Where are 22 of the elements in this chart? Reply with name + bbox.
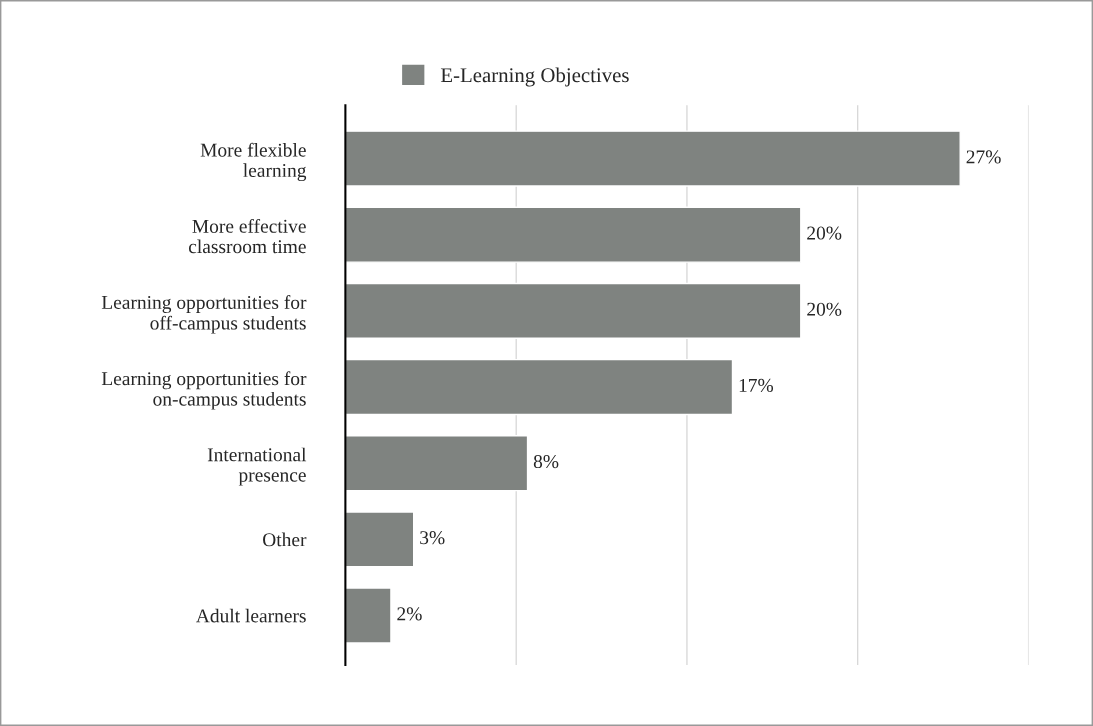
y-tick-label: Other: [263, 532, 307, 547]
y-tick-label: International presence: [207, 447, 307, 486]
data-label: 20%: [807, 226, 842, 240]
data-label: 3%: [420, 531, 445, 545]
y-tick-label: Adult learners: [196, 608, 306, 623]
data-label: 27%: [966, 150, 1001, 164]
data-label: 2%: [397, 607, 422, 621]
y-tick-label: Learning opportunities for on-campus students: [101, 371, 307, 410]
bar: [345, 587, 392, 644]
y-tick-label: More flexible learning: [200, 142, 307, 182]
y-tick-label: More effective classroom time: [188, 218, 306, 254]
bar: [345, 206, 802, 263]
legend-label: E-Learning Objectives: [440, 67, 629, 87]
y-tick-label: Learning opportunities for off-campus students: [101, 295, 307, 334]
bar: [345, 358, 734, 416]
bar: [345, 130, 961, 187]
bar: [345, 282, 802, 340]
bar: [345, 435, 529, 492]
data-label: 8%: [533, 454, 559, 469]
data-label: 17%: [739, 378, 774, 392]
data-label: 20%: [807, 302, 842, 316]
bar: [345, 511, 415, 568]
